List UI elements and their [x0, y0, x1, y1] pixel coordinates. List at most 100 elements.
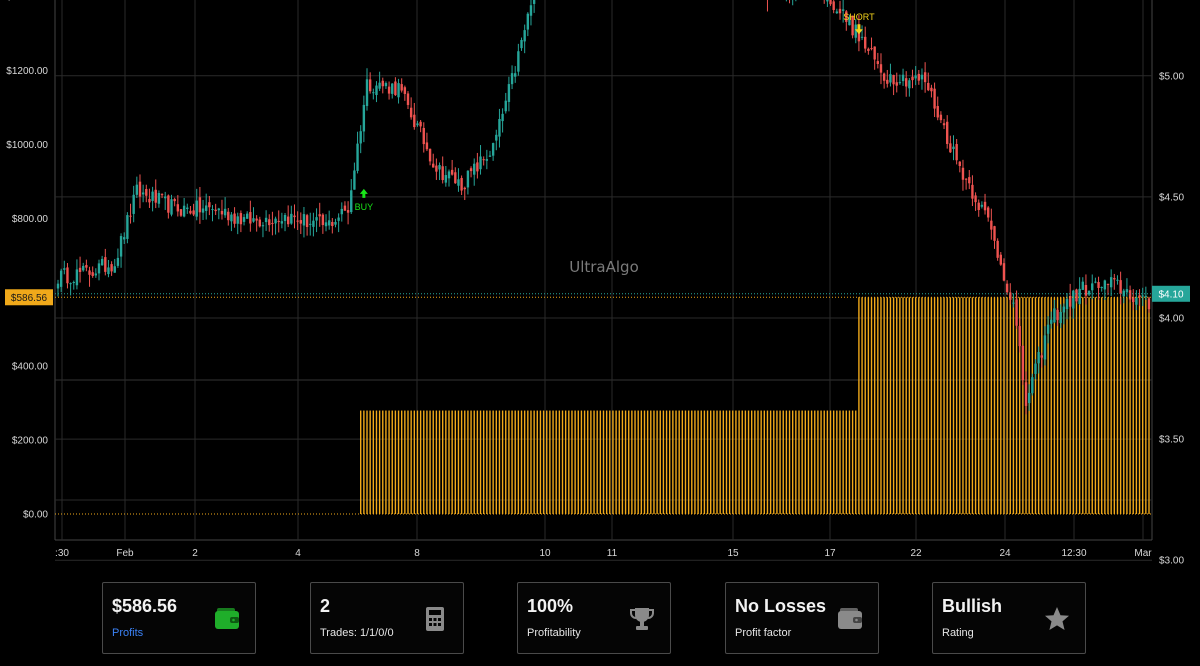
candle-body [365, 79, 369, 106]
candle-body [485, 159, 489, 161]
candle-body [990, 220, 993, 230]
candle-body [186, 207, 189, 209]
time-axis-tick-label: Mar [1134, 548, 1152, 559]
candle-body [56, 283, 60, 289]
candle-body [1046, 324, 1050, 334]
candle-body [324, 222, 328, 227]
candle-body [1144, 295, 1148, 297]
profits-card[interactable]: $586.56 Profits [102, 582, 256, 654]
candle-body [447, 171, 451, 179]
trades-card[interactable]: 2 Trades: 1/1/0/0 [310, 582, 464, 654]
left-axis-tick-label: $800.00 [12, 214, 49, 225]
time-axis-tick-label: Feb [116, 548, 134, 559]
time-axis[interactable]: :30 Feb 2 4 8 10 11 15 17 22 24 12:30 Mar [55, 548, 1152, 559]
candle-body [1059, 312, 1062, 324]
candle-body [469, 168, 473, 172]
candle-body [1040, 355, 1043, 358]
candle-body [955, 144, 958, 161]
candle-body [170, 199, 173, 215]
candle-body [302, 214, 306, 226]
time-axis-tick-label: 8 [414, 548, 420, 559]
time-axis-tick-label: 11 [607, 548, 618, 559]
candle-body [1081, 281, 1084, 290]
candle-body [293, 215, 296, 218]
candle-body [129, 215, 132, 217]
left-axis-tick-label: $1400.00 [6, 0, 48, 3]
candle-body [974, 195, 977, 203]
time-axis-tick-label: :30 [55, 548, 69, 559]
candle-body [460, 177, 463, 191]
candle-body [157, 193, 161, 204]
candle-body [898, 82, 902, 84]
candle-body [422, 127, 425, 145]
candle-body [996, 240, 999, 258]
watermark: UltraAlgo [569, 258, 639, 276]
candle-body [895, 82, 898, 86]
candle-body [230, 214, 233, 222]
wallet-icon [838, 608, 862, 629]
rating-card[interactable]: Bullish Rating [932, 582, 1086, 654]
stats-cards: $586.56 Profits 2 Trades: 1/1/0/0 100% P… [0, 577, 1200, 666]
time-axis-tick-label: 10 [539, 548, 551, 559]
price-chart[interactable]: UltraAlgo BUY SHORT $2600.00$2400.00$2200… [0, 0, 1200, 577]
candle-body [986, 207, 990, 218]
candle-body [107, 267, 110, 275]
candle-body [100, 258, 104, 266]
candle-body [239, 213, 243, 225]
candle-body [507, 84, 511, 102]
candle-body [1094, 281, 1097, 283]
trophy-icon [630, 608, 654, 630]
candle-body [198, 197, 202, 213]
profitability-card[interactable]: 100% Profitability [517, 582, 671, 654]
candle-body [860, 36, 864, 38]
candle-body [1119, 280, 1122, 294]
candle-body [173, 199, 176, 202]
candle-body [1037, 352, 1040, 364]
candle-body [242, 217, 246, 222]
candle-body [192, 210, 195, 215]
candle-body [406, 93, 410, 105]
calculator-icon [426, 607, 444, 631]
candle-body [1012, 302, 1015, 304]
candle-body [892, 74, 895, 85]
left-price-axis[interactable]: $2600.00$2400.00$2200.00$2000.00$1800.00… [5, 0, 53, 521]
candle-body [841, 9, 845, 11]
profit-factor-card[interactable]: No Losses Profit factor [725, 582, 879, 654]
rating-label: Rating [942, 627, 974, 639]
candle-body [882, 73, 886, 81]
candle-body [514, 73, 517, 77]
candle-body [321, 214, 325, 226]
candle-body [450, 169, 454, 175]
candle-body [126, 215, 129, 239]
right-price-axis[interactable]: $6.50$6.00$5.50$5.00$4.50$4.00$3.50$3.00… [1152, 0, 1190, 577]
buy-signal-label: BUY [355, 202, 374, 212]
candle-body [964, 178, 968, 180]
candle-body [488, 155, 492, 157]
wallet-icon [215, 608, 239, 629]
candle-body [851, 15, 854, 36]
candle-body [113, 266, 116, 273]
profits-value: $586.56 [112, 596, 178, 616]
candle-body [236, 216, 239, 224]
candle-body [167, 195, 170, 213]
candle-body [1147, 298, 1151, 310]
left-axis-tick-label: $1200.00 [6, 66, 48, 77]
candle-body [359, 131, 362, 144]
candle-body [75, 269, 79, 286]
candle-body [356, 143, 359, 171]
candle-body [296, 220, 299, 222]
candle-body [1125, 289, 1129, 293]
candle-body [1091, 283, 1094, 291]
left-axis-tick-label: $0.00 [23, 510, 48, 521]
candle-body [838, 8, 842, 14]
candle-body [983, 201, 987, 211]
candle-body [945, 121, 949, 144]
candlestick-series [56, 0, 1151, 415]
candle-body [116, 257, 120, 266]
candle-body [312, 220, 315, 227]
candle-body [223, 208, 227, 216]
candle-body [520, 39, 523, 49]
candle-body [939, 114, 943, 121]
candle-body [274, 218, 277, 224]
candle-body [1075, 289, 1078, 302]
